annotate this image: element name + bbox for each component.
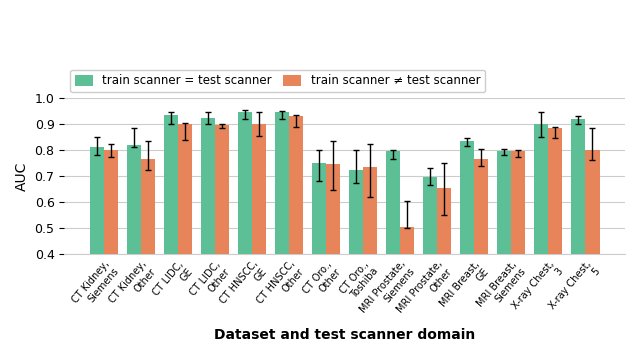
Bar — [511, 151, 525, 254]
Bar — [178, 124, 192, 254]
Bar — [326, 164, 340, 254]
Y-axis label: AUC: AUC — [15, 161, 29, 191]
Bar — [363, 167, 377, 254]
Bar — [201, 117, 215, 254]
X-axis label: Dataset and test scanner domain: Dataset and test scanner domain — [214, 328, 476, 342]
Bar — [423, 177, 437, 254]
Bar — [141, 159, 155, 254]
Bar — [400, 227, 414, 254]
Bar — [90, 147, 104, 254]
Bar — [586, 150, 600, 254]
Bar — [127, 145, 141, 254]
Bar — [534, 124, 548, 254]
Bar — [215, 125, 229, 254]
Bar — [252, 124, 266, 254]
Legend: train scanner = test scanner, train scanner ≠ test scanner: train scanner = test scanner, train scan… — [70, 70, 485, 92]
Bar — [386, 151, 400, 254]
Bar — [312, 163, 326, 254]
Bar — [437, 188, 451, 254]
Bar — [275, 112, 289, 254]
Bar — [238, 112, 252, 254]
Bar — [474, 159, 488, 254]
Bar — [104, 150, 118, 254]
Bar — [460, 141, 474, 254]
Bar — [497, 151, 511, 254]
Bar — [548, 128, 563, 254]
Bar — [289, 116, 303, 254]
Bar — [349, 170, 363, 254]
Bar — [572, 119, 586, 254]
Bar — [164, 115, 178, 254]
